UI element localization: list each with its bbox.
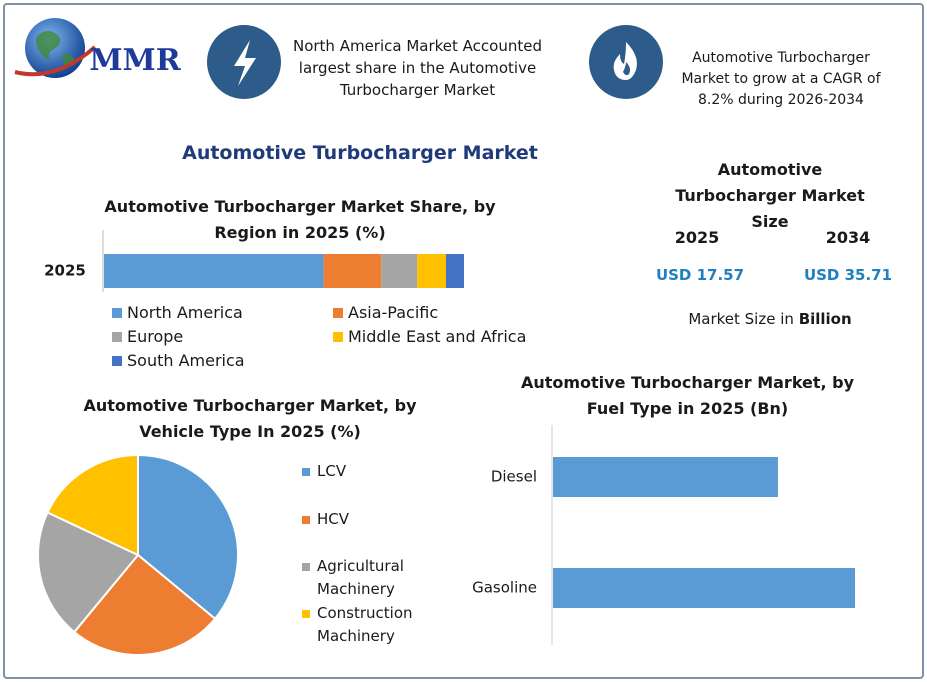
note-unit: Billion: [798, 310, 852, 328]
size-title: Automotive Turbocharger Market Size: [675, 160, 865, 231]
legend-label: Asia-Pacific: [348, 303, 439, 322]
legend-label: Construction Machinery: [317, 604, 413, 645]
bar: [553, 457, 778, 497]
legend-label: South America: [127, 351, 245, 370]
main-title: Automotive Turbocharger Market: [182, 142, 538, 164]
chart-title: Automotive Turbocharger Market Share, by…: [104, 197, 496, 242]
globe-land: [36, 31, 74, 66]
chart-title: Automotive Turbocharger Market, by Fuel …: [520, 373, 855, 418]
legend-swatch: [302, 468, 310, 476]
frame: [3, 3, 924, 679]
bar-segment: [381, 254, 418, 288]
legend-label: Middle East and Africa: [348, 327, 527, 346]
bar-segment: [417, 254, 446, 288]
highlight: Automotive Turbocharger Market to grow a…: [681, 50, 881, 108]
bar-segment: [323, 254, 382, 288]
size-value: USD 35.71: [803, 266, 893, 284]
legend-swatch: [112, 332, 122, 342]
legend-swatch: [333, 332, 343, 342]
flame-inner: [623, 62, 630, 76]
legend-swatch: [302, 610, 310, 618]
pie-slice: [72, 553, 217, 656]
size-note: Market Size in Billion: [660, 310, 880, 328]
swoosh: [14, 45, 97, 77]
pie-slice: [137, 453, 239, 621]
legend-swatch: [302, 563, 310, 571]
legend-swatch: [112, 356, 122, 366]
category-label: Gasoline: [472, 579, 537, 597]
highlight: North America Market Accounted largest s…: [292, 37, 542, 99]
size-value: USD 17.57: [655, 266, 745, 284]
bolt-icon: [234, 40, 256, 86]
year: 2034: [825, 228, 871, 247]
year: 2025: [674, 228, 720, 247]
bar-segment: [446, 254, 464, 288]
category-label: Diesel: [491, 468, 537, 486]
legend-label: Agricultural Machinery: [317, 557, 404, 598]
pie-slice: [37, 511, 140, 634]
pie-slice: [46, 453, 139, 557]
chart-title: Automotive Turbocharger Market, by Vehic…: [83, 396, 417, 441]
legend-label: HCV: [317, 510, 350, 528]
logo-text: MMR: [89, 43, 181, 78]
category-label: 2025: [44, 262, 86, 280]
legend-label: LCV: [317, 462, 347, 480]
legend-swatch: [333, 308, 343, 318]
bar-segment: [104, 254, 324, 288]
legend-label: North America: [127, 303, 243, 322]
note: Market Size in: [688, 310, 794, 328]
legend-swatch: [112, 308, 122, 318]
flame-icon: [613, 42, 637, 80]
bar: [553, 568, 855, 608]
legend-label: Europe: [127, 327, 184, 346]
legend-swatch: [302, 516, 310, 524]
